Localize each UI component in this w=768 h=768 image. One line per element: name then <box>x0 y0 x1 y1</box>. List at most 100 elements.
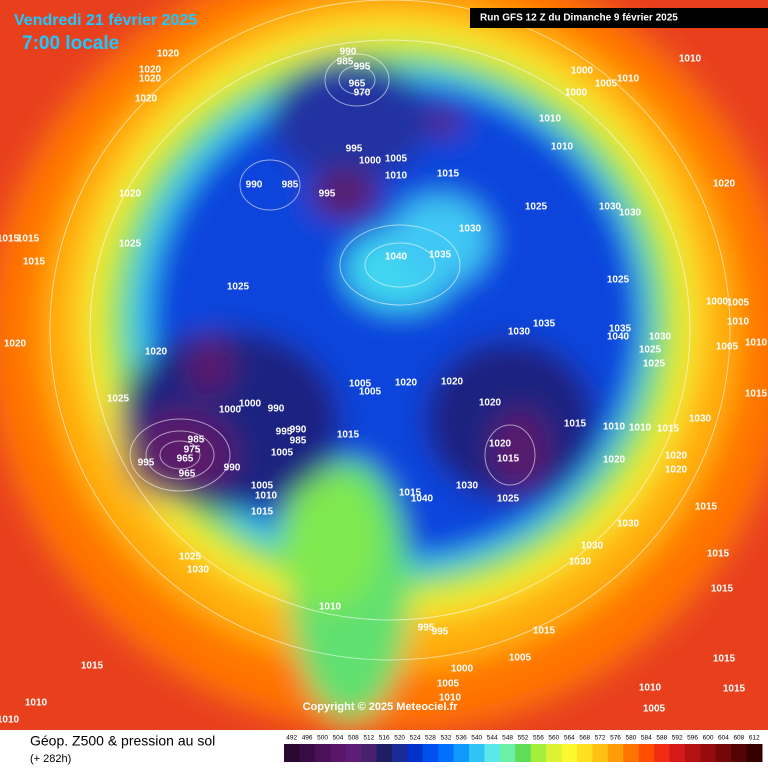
pressure-label: 1010 <box>551 142 574 153</box>
legend-swatch <box>684 744 701 762</box>
legend-label: 584 <box>641 735 652 742</box>
legend-swatch <box>515 744 532 762</box>
legend-label: 588 <box>656 735 667 742</box>
pressure-label: 985 <box>282 180 299 191</box>
pressure-label: 965 <box>349 79 366 90</box>
pressure-label: 1005 <box>359 387 382 398</box>
legend-swatch <box>330 744 347 762</box>
pressure-label: 965 <box>177 454 194 465</box>
legend-swatch <box>361 744 378 762</box>
pressure-label: 1015 <box>251 507 274 518</box>
legend-swatch <box>654 744 670 762</box>
pressure-label: 1010 <box>25 698 48 709</box>
pressure-label: 1030 <box>599 202 622 213</box>
pressure-label: 1005 <box>727 298 750 309</box>
pressure-label: 1020 <box>145 347 168 358</box>
legend-label: 576 <box>610 735 621 742</box>
pressure-label: 1010 <box>255 491 278 502</box>
pressure-label: 1015 <box>337 430 360 441</box>
legend-swatch <box>499 744 516 762</box>
pressure-label: 1005 <box>385 154 408 165</box>
legend-swatch <box>576 744 593 762</box>
pressure-label: 1020 <box>603 455 626 466</box>
pressure-label: 1025 <box>119 239 142 250</box>
copyright: Copyright © 2025 Meteociel.fr <box>303 701 459 713</box>
pressure-label: 1025 <box>639 345 662 356</box>
legend-swatch <box>561 744 578 762</box>
legend-swatch <box>314 744 331 762</box>
legend-swatch <box>453 744 470 762</box>
legend-swatch <box>607 744 624 762</box>
pressure-label: 1030 <box>456 481 479 492</box>
legend-label: 528 <box>425 735 436 742</box>
pressure-label: 1020 <box>395 378 418 389</box>
pressure-label: 1030 <box>508 327 531 338</box>
pressure-label: 1020 <box>157 49 180 60</box>
pressure-label: 1030 <box>459 224 482 235</box>
pressure-label: 1025 <box>525 202 548 213</box>
pressure-label: 985 <box>337 57 354 68</box>
legend-label: 548 <box>502 735 513 742</box>
legend-label: 556 <box>533 735 544 742</box>
pressure-label: 1005 <box>643 704 666 715</box>
pressure-label: 1020 <box>4 339 27 350</box>
pressure-label: 995 <box>276 427 293 438</box>
pressure-label: 1040 <box>411 494 434 505</box>
pressure-label: 995 <box>138 458 155 469</box>
legend-label: 524 <box>410 735 421 742</box>
legend-swatch <box>345 744 362 762</box>
pressure-label: 1010 <box>539 114 562 125</box>
pressure-label: 1020 <box>135 94 158 105</box>
pressure-label: 1015 <box>711 584 734 595</box>
legend-label: 612 <box>749 735 760 742</box>
pressure-label: 1015 <box>695 502 718 513</box>
pressure-label: 1005 <box>716 342 739 353</box>
pressure-label: 970 <box>354 88 371 99</box>
pressure-label: 985 <box>188 435 205 446</box>
legend-swatch <box>391 744 408 762</box>
pressure-label: 1010 <box>639 683 662 694</box>
pressure-label: 1020 <box>489 439 512 450</box>
pressure-label: 1025 <box>497 494 520 505</box>
legend-label: 512 <box>363 735 374 742</box>
run-box <box>470 8 768 28</box>
legend-swatch <box>484 744 501 762</box>
pressure-label: 1000 <box>565 88 588 99</box>
pressure-label: 1030 <box>187 565 210 576</box>
legend-swatch <box>422 744 439 762</box>
pressure-label: 1020 <box>441 377 464 388</box>
pressure-label: 1030 <box>617 519 640 530</box>
pressure-label: 1015 <box>533 626 556 637</box>
pressure-label: 1020 <box>479 398 502 409</box>
pressure-label: 1005 <box>349 379 372 390</box>
legend-swatch <box>284 744 300 762</box>
legend-label: 592 <box>672 735 683 742</box>
pressure-label: 1010 <box>629 423 652 434</box>
legend-label: 596 <box>687 735 698 742</box>
product-title: Géop. Z500 & pression au sol <box>30 733 215 749</box>
pressure-label: 1025 <box>227 282 250 293</box>
valid-date: Vendredi 21 février 2025 <box>14 12 197 29</box>
pressure-label: 975 <box>184 445 201 456</box>
legend-label: 532 <box>440 735 451 742</box>
pressure-label: 990 <box>340 47 357 58</box>
pressure-label: 1020 <box>665 451 688 462</box>
legend-label: 516 <box>379 735 390 742</box>
pressure-label: 1005 <box>437 679 460 690</box>
pressure-label: 995 <box>432 627 449 638</box>
legend-label: 536 <box>456 735 467 742</box>
pressure-label: 1000 <box>451 664 474 675</box>
pressure-label: 1010 <box>603 422 626 433</box>
pressure-label: 1000 <box>706 297 729 308</box>
pressure-label: 1015 <box>81 661 104 672</box>
pressure-label: 1035 <box>533 319 556 330</box>
pressure-label: 995 <box>354 62 371 73</box>
pressure-label: 1000 <box>571 66 594 77</box>
legend-swatch <box>731 744 748 762</box>
legend-swatch <box>438 744 455 762</box>
pressure-label: 1030 <box>569 557 592 568</box>
pressure-label: 1000 <box>239 399 262 410</box>
legend-swatch <box>299 744 316 762</box>
pressure-label: 1025 <box>607 275 630 286</box>
